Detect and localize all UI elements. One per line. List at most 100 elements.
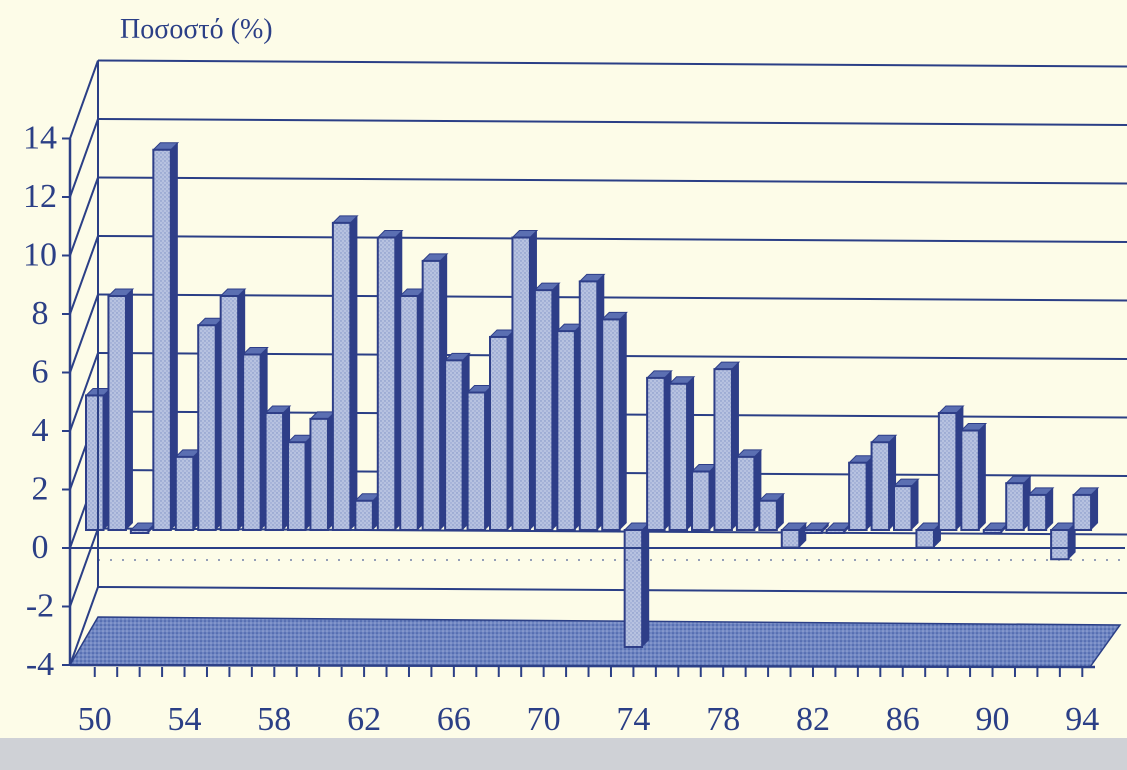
bar-front xyxy=(309,417,329,532)
bar xyxy=(690,464,718,531)
y-tick-label: 14 xyxy=(23,120,57,157)
y-tick-label: 2 xyxy=(32,471,49,508)
bar-side xyxy=(776,493,784,530)
bar-front xyxy=(691,470,711,531)
bar xyxy=(354,493,382,531)
chart-floor xyxy=(68,616,1122,668)
side-gridline xyxy=(69,352,99,432)
bar xyxy=(556,323,584,531)
bar-front xyxy=(803,529,823,534)
bottom-band xyxy=(0,738,1127,770)
bar-front xyxy=(601,318,621,531)
bar xyxy=(174,449,202,531)
gridline xyxy=(97,235,1127,243)
bar xyxy=(982,522,1010,534)
bar-front xyxy=(354,499,374,531)
bar-front xyxy=(960,429,980,531)
bar xyxy=(1049,522,1077,561)
bar xyxy=(758,493,786,531)
bar xyxy=(443,352,471,531)
y-tick-label: 6 xyxy=(32,354,49,391)
bar xyxy=(376,230,404,531)
bar xyxy=(331,215,359,531)
y-tick-label: -2 xyxy=(26,588,54,625)
bar xyxy=(870,434,898,531)
bar xyxy=(241,347,269,531)
bar xyxy=(937,405,965,531)
bar-front xyxy=(129,529,150,534)
bar xyxy=(803,522,830,534)
x-tick-label: 94 xyxy=(1065,701,1099,738)
bar xyxy=(668,376,696,531)
bar-front xyxy=(758,499,778,531)
bar-front xyxy=(107,295,127,531)
bar-front xyxy=(578,280,599,531)
bar-front xyxy=(287,441,307,531)
bar-front xyxy=(937,412,958,531)
gridline xyxy=(97,118,1127,126)
bar xyxy=(511,230,539,531)
bar xyxy=(107,288,135,531)
y-tick-label: 8 xyxy=(32,295,49,332)
bar xyxy=(623,522,651,648)
bar xyxy=(286,434,314,531)
gridline xyxy=(97,293,1127,302)
bar xyxy=(421,253,449,531)
bar xyxy=(219,288,247,531)
floor-layer xyxy=(68,616,1122,668)
bar xyxy=(847,455,875,532)
x-tick-label: 74 xyxy=(616,701,650,738)
x-tick-label: 86 xyxy=(886,701,920,738)
bar-front xyxy=(376,236,397,531)
y-tick-label: 0 xyxy=(32,529,49,566)
bar-front xyxy=(1050,529,1070,561)
bar-front xyxy=(915,529,935,549)
bar-front xyxy=(242,353,262,531)
bar xyxy=(488,329,516,532)
bar-front xyxy=(893,485,913,531)
bar-front xyxy=(511,236,531,531)
bar-front xyxy=(870,441,891,531)
gridline xyxy=(97,176,1127,185)
bar-front xyxy=(848,461,868,532)
bar xyxy=(578,273,606,531)
side-gridline xyxy=(69,586,99,666)
bar xyxy=(264,405,292,531)
bar xyxy=(713,361,741,531)
side-gridline xyxy=(69,294,99,373)
bar-side xyxy=(978,423,986,530)
bar-front xyxy=(399,295,419,531)
x-tick-label: 62 xyxy=(347,701,381,738)
bar-front xyxy=(1005,482,1025,532)
bar xyxy=(960,423,988,531)
bar-front xyxy=(713,368,733,531)
y-axis-title: Ποσοστό (%) xyxy=(120,14,273,45)
side-gridline xyxy=(69,60,99,139)
bar-side xyxy=(125,289,133,530)
bar xyxy=(1005,475,1032,532)
bar-front xyxy=(780,529,801,549)
bar-side xyxy=(911,479,919,530)
bar-front xyxy=(152,148,172,531)
bar-side xyxy=(1046,487,1054,530)
x-tick-label: 70 xyxy=(527,701,561,738)
bar xyxy=(152,142,180,531)
x-tick-label: 82 xyxy=(796,701,830,738)
bar-front xyxy=(421,259,442,531)
bar-side xyxy=(1091,487,1099,530)
bar-front xyxy=(85,394,105,532)
bar xyxy=(466,385,494,531)
x-tick-labels: 50 54 58 62 66 70 74 78 82 86 90 94 xyxy=(78,701,1100,738)
bar xyxy=(533,282,561,531)
bar xyxy=(735,449,763,531)
bar-front xyxy=(444,359,464,531)
bar-front xyxy=(1027,493,1048,531)
bar xyxy=(129,522,157,534)
bar-side xyxy=(821,523,829,533)
bar xyxy=(892,478,920,531)
bar-front xyxy=(197,324,217,531)
bar-front xyxy=(264,412,285,531)
x-tick-label: 54 xyxy=(168,701,202,738)
axis-layer xyxy=(62,60,1125,677)
